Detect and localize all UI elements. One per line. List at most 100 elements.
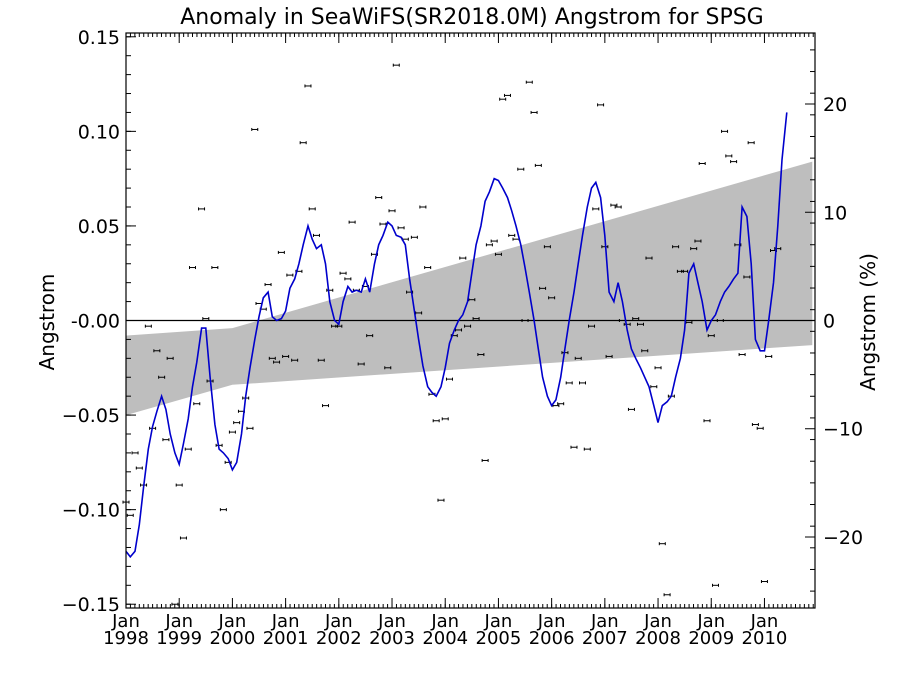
smoothed-series-line [125, 112, 788, 559]
data-point [317, 358, 325, 362]
data-point [273, 360, 281, 364]
data-point [397, 226, 405, 230]
x-tick-label-year: 1998 [103, 628, 149, 649]
data-point [698, 162, 706, 166]
data-point [193, 402, 201, 406]
y-tick-label: 0.10 [78, 121, 120, 143]
data-point [760, 580, 768, 584]
data-point [322, 404, 330, 408]
data-point [198, 207, 206, 211]
data-point [632, 317, 640, 321]
data-point [184, 447, 192, 451]
data-point [508, 233, 516, 237]
data-point [219, 508, 227, 512]
data-point [304, 84, 312, 88]
data-point [614, 205, 622, 209]
x-tick-label-year: 2005 [476, 628, 522, 649]
data-point [268, 356, 276, 360]
data-point [738, 353, 746, 357]
data-point [583, 447, 591, 451]
data-point [650, 385, 658, 389]
data-point [264, 283, 272, 287]
data-point [424, 266, 432, 270]
x-tick-label-year: 2002 [316, 628, 362, 649]
data-point [725, 154, 733, 158]
data-point [339, 271, 347, 275]
data-point [282, 354, 290, 358]
data-point [344, 277, 352, 281]
data-point [388, 209, 396, 213]
y-axis-label: Angstrom [35, 274, 59, 371]
data-point [747, 141, 755, 145]
x-tick-label-year: 2008 [635, 628, 681, 649]
data-point [441, 417, 449, 421]
data-point [437, 498, 445, 502]
data-point [601, 245, 609, 249]
data-point [485, 243, 493, 247]
data-point [623, 322, 631, 326]
data-point [175, 483, 183, 487]
data-point [481, 458, 489, 462]
x-tick-label-month: Jan [271, 611, 300, 632]
y-right-tick-label: 0 [823, 311, 835, 333]
data-point [610, 203, 618, 207]
y-tick-label: 0.05 [78, 216, 120, 238]
data-point [703, 419, 711, 423]
data-point [477, 353, 485, 357]
data-point [233, 421, 241, 425]
x-tick-label-year: 2003 [369, 628, 415, 649]
y-tick-label: −0.05 [62, 405, 120, 427]
data-point [251, 127, 259, 131]
data-point [539, 286, 547, 290]
data-point [189, 266, 197, 270]
x-tick-label-month: Jan [324, 611, 353, 632]
data-point [384, 366, 392, 370]
data-point [557, 402, 565, 406]
data-point [658, 542, 666, 546]
data-point [312, 233, 320, 237]
y-tick-label: 0.15 [78, 27, 120, 49]
x-tick-label-year: 2010 [742, 628, 788, 649]
x-tick-label-year: 2000 [210, 628, 256, 649]
data-point [512, 237, 520, 241]
data-point [525, 80, 533, 84]
data-point [335, 324, 343, 328]
data-point [144, 324, 152, 328]
x-tick-label-month: Jan [537, 611, 566, 632]
data-point [162, 438, 170, 442]
data-point [543, 245, 551, 249]
x-tick-label-year: 2006 [529, 628, 575, 649]
x-tick-label-month: Jan [218, 611, 247, 632]
data-point [570, 445, 578, 449]
data-point [379, 222, 387, 226]
data-point [490, 239, 498, 243]
y-tick-label: −0.15 [62, 594, 120, 616]
data-point [548, 296, 556, 300]
x-tick-label-month: Jan [643, 611, 672, 632]
data-point [286, 273, 294, 277]
data-point [597, 103, 605, 107]
x-tick-label-month: Jan [430, 611, 459, 632]
data-point [419, 205, 427, 209]
y-axis-label-right: Angstrom (%) [856, 253, 880, 391]
data-point [663, 593, 671, 597]
data-point [636, 322, 644, 326]
data-point [375, 196, 383, 200]
data-point [743, 275, 751, 279]
data-point [716, 319, 724, 322]
data-point [308, 207, 316, 211]
plot-area: 0.150.100.05-0.00−0.05−0.10−0.1520100−10… [62, 27, 863, 649]
data-point [712, 583, 720, 587]
data-point [530, 110, 538, 114]
y-tick-label: −0.10 [62, 500, 120, 522]
data-point [445, 377, 453, 381]
data-point [517, 167, 525, 171]
chart-title: Anomaly in SeaWiFS(SR2018.0M) Angstrom f… [180, 5, 763, 30]
data-point [153, 349, 161, 353]
data-point [574, 356, 582, 360]
data-point [694, 239, 702, 243]
data-point [158, 375, 166, 379]
data-point [246, 426, 254, 430]
data-point [366, 334, 374, 338]
